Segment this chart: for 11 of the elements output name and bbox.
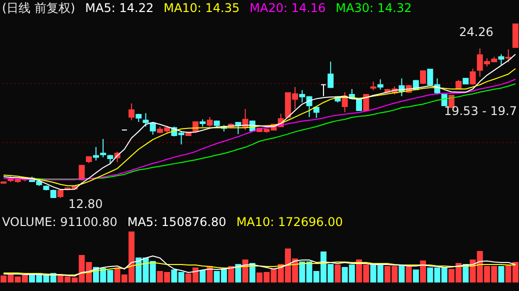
- text: MA5: 14.22: [85, 1, 154, 15]
- annotation: 12.80: [68, 197, 103, 211]
- text: MA20: 14.16: [250, 1, 326, 15]
- annotation: 24.26: [459, 25, 494, 39]
- chart-title: VOLUME: 91100.80: [2, 215, 118, 229]
- chart-title: (日线 前复权): [2, 1, 76, 15]
- text: MA10: 172696.00: [236, 215, 343, 229]
- text: MA30: 14.32: [336, 1, 412, 15]
- text: MA5: 150876.80: [127, 215, 226, 229]
- text: MA10: 14.35: [164, 1, 240, 15]
- annotation: 19.53 - 19.7: [444, 104, 517, 118]
